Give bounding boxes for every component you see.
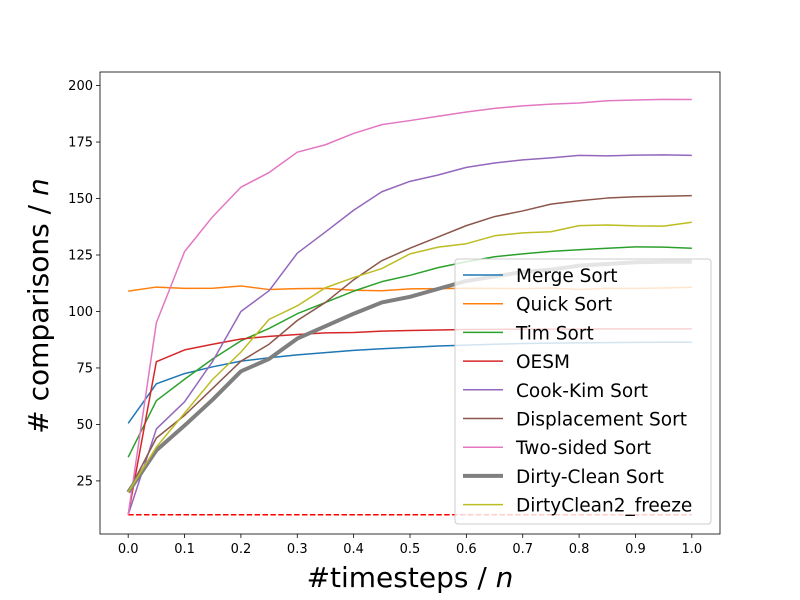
legend-label: Cook-Kim Sort: [516, 381, 648, 402]
series-line-8: [127, 221, 692, 493]
x-tick-label: 0.8: [569, 542, 590, 557]
y-tick-label: 200: [68, 79, 93, 94]
series-line-4: [127, 154, 692, 516]
legend-label: Quick Sort: [516, 295, 612, 316]
legend-label: Tim Sort: [515, 323, 594, 344]
legend-label: Displacement Sort: [516, 410, 687, 431]
y-tick-label: 175: [68, 136, 93, 151]
legend-label: Dirty-Clean Sort: [516, 467, 664, 488]
legend-label: OESM: [516, 352, 570, 373]
legend-label: Merge Sort: [516, 266, 618, 287]
x-tick-label: 0.9: [625, 542, 646, 557]
legend: Merge Sort Quick Sort Tim Sort OESM Cook-Kim…: [454, 258, 712, 525]
legend-label: DirtyClean2_freeze: [516, 496, 692, 517]
series-line-5: [127, 194, 692, 493]
x-tick-label: 0.7: [512, 542, 533, 557]
x-tick-label: 0.1: [174, 542, 195, 557]
x-tick-label: 1.0: [681, 542, 702, 557]
x-tick-label: 0.0: [118, 542, 139, 557]
y-axis-label: # comparisons / n: [22, 178, 55, 433]
x-axis: 0.0 0.1 0.2 0.3 0.4 0.5 0.6 0.7 0.8 0.9 1.0: [118, 534, 702, 557]
x-tick-label: 0.2: [231, 542, 252, 557]
x-tick-label: 0.6: [456, 542, 477, 557]
series-line-6: [127, 98, 692, 515]
series-line-2: [127, 246, 692, 458]
x-tick-label: 0.4: [343, 542, 364, 557]
y-tick-label: 100: [68, 305, 93, 320]
x-axis-label: #timesteps / n: [307, 561, 514, 594]
y-axis: 25 50 75 100 125 150 175 200: [68, 79, 100, 489]
y-tick-label: 125: [68, 248, 93, 263]
y-tick-label: 75: [76, 361, 93, 376]
x-tick-label: 0.3: [287, 542, 308, 557]
y-tick-label: 50: [76, 418, 93, 433]
legend-box: [454, 258, 712, 525]
y-tick-label: 150: [68, 192, 93, 207]
legend-label: Two-sided Sort: [515, 438, 651, 459]
y-tick-label: 25: [76, 474, 93, 489]
x-tick-label: 0.5: [400, 542, 421, 557]
